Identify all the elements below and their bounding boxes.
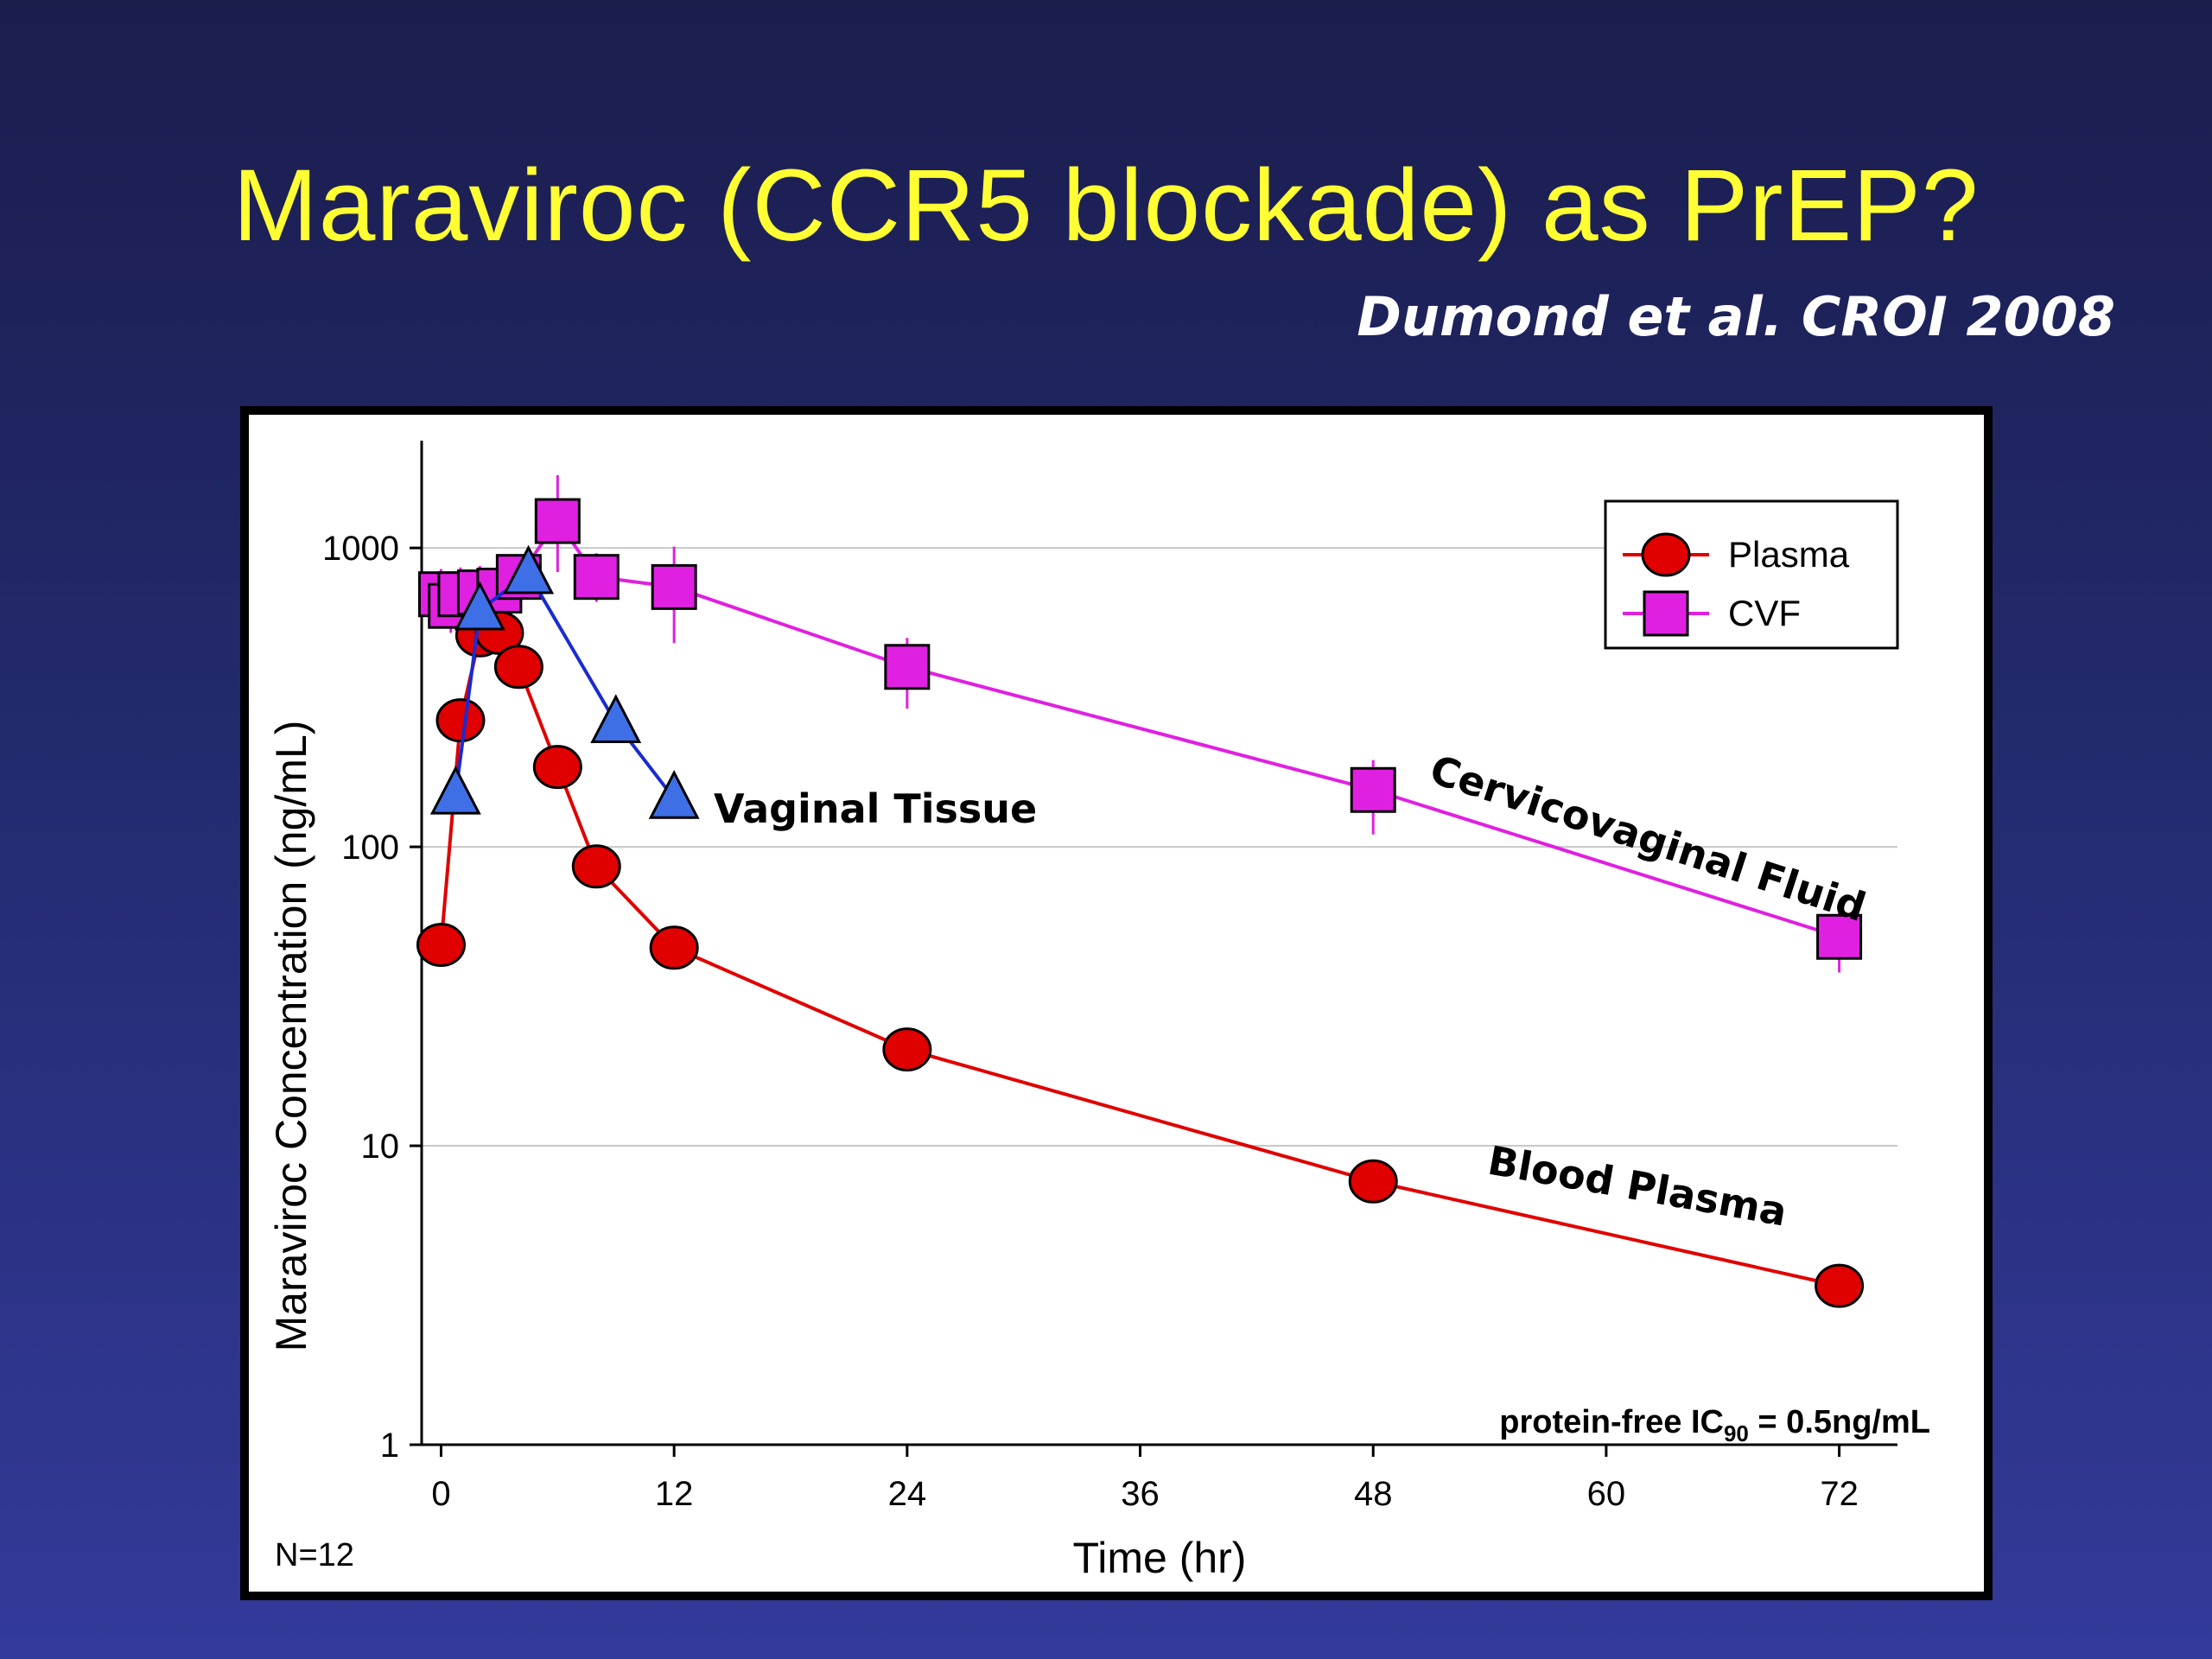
plasma-point [532, 745, 582, 790]
vaginal-tissue-point [429, 765, 481, 815]
ic90-tail: = 0.5ng/mL [1749, 1404, 1930, 1440]
chart-frame: 1 10 100 1000 0 12 24 36 48 60 72 Time (hr) Maravi… [240, 406, 1993, 1600]
annotation-vaginal-tissue: Vaginal Tissue [714, 785, 1037, 832]
annotation-cervicovaginal-fluid: Cervicovaginal Fluid [1425, 746, 1872, 931]
tick-label-x: 48 [1354, 1475, 1393, 1513]
annotation-blood-plasma: Blood Plasma [1484, 1137, 1790, 1236]
plasma-point [649, 925, 699, 970]
legend: Plasma CVF [1604, 499, 1899, 650]
cvf-point [884, 644, 931, 690]
tick-label-y: 100 [341, 829, 399, 867]
legend-plasma-marker [1641, 532, 1691, 577]
plasma-point [435, 698, 486, 743]
tick-label-x: 24 [888, 1475, 927, 1513]
tick-label-x: 0 [431, 1475, 450, 1513]
tick-label-x: 12 [655, 1475, 694, 1513]
plasma-point [1348, 1159, 1398, 1204]
tick-label-y: 10 [361, 1128, 400, 1166]
tick-label-y: 1 [380, 1427, 399, 1465]
tick-label-x: 36 [1121, 1475, 1160, 1513]
annotation-ic90: protein-free IC90 = 0.5ng/mL [1499, 1404, 1930, 1446]
plasma-point [882, 1027, 932, 1072]
y-axis-label: Maraviroc Concentration (ng/mL) [267, 721, 315, 1352]
vaginal-tissue-point [454, 581, 505, 631]
legend-cvf-label: CVF [1728, 593, 1801, 633]
annotation-n: N=12 [275, 1537, 354, 1573]
cvf-point [651, 563, 697, 610]
tick-label-y: 1000 [322, 530, 399, 568]
legend-cvf-marker [1643, 590, 1689, 637]
plasma-point [416, 923, 466, 968]
series [416, 498, 1865, 1308]
cvf-point [534, 498, 581, 544]
vaginal-tissue-point [648, 770, 700, 819]
citation: Dumond et al. CROI 2008 [1357, 285, 2115, 348]
plasma-point [493, 645, 543, 690]
vaginal-tissue-point [503, 544, 555, 594]
ic90-main: protein-free IC [1499, 1404, 1724, 1440]
plasma-point [1815, 1263, 1865, 1308]
legend-plasma-label: Plasma [1728, 534, 1850, 575]
vaginal-tissue-point [590, 694, 642, 744]
cvf-point [1816, 913, 1863, 960]
ic90-subscript: 90 [1724, 1421, 1749, 1446]
slide-title: Maraviroc (CCR5 blockade) as PrEP? [232, 149, 1980, 263]
tick-label-x: 60 [1587, 1475, 1626, 1513]
cvf-point [573, 554, 620, 601]
tick-label-x: 72 [1820, 1475, 1859, 1513]
cvf-point [1350, 766, 1396, 813]
plasma-point [571, 844, 621, 889]
concentration-chart: 1 10 100 1000 0 12 24 36 48 60 72 Time (hr) Maravi… [267, 441, 1930, 1582]
tick-labels: 1 10 100 1000 0 12 24 36 48 60 72 [322, 530, 1859, 1513]
x-axis-label: Time (hr) [1073, 1534, 1247, 1582]
